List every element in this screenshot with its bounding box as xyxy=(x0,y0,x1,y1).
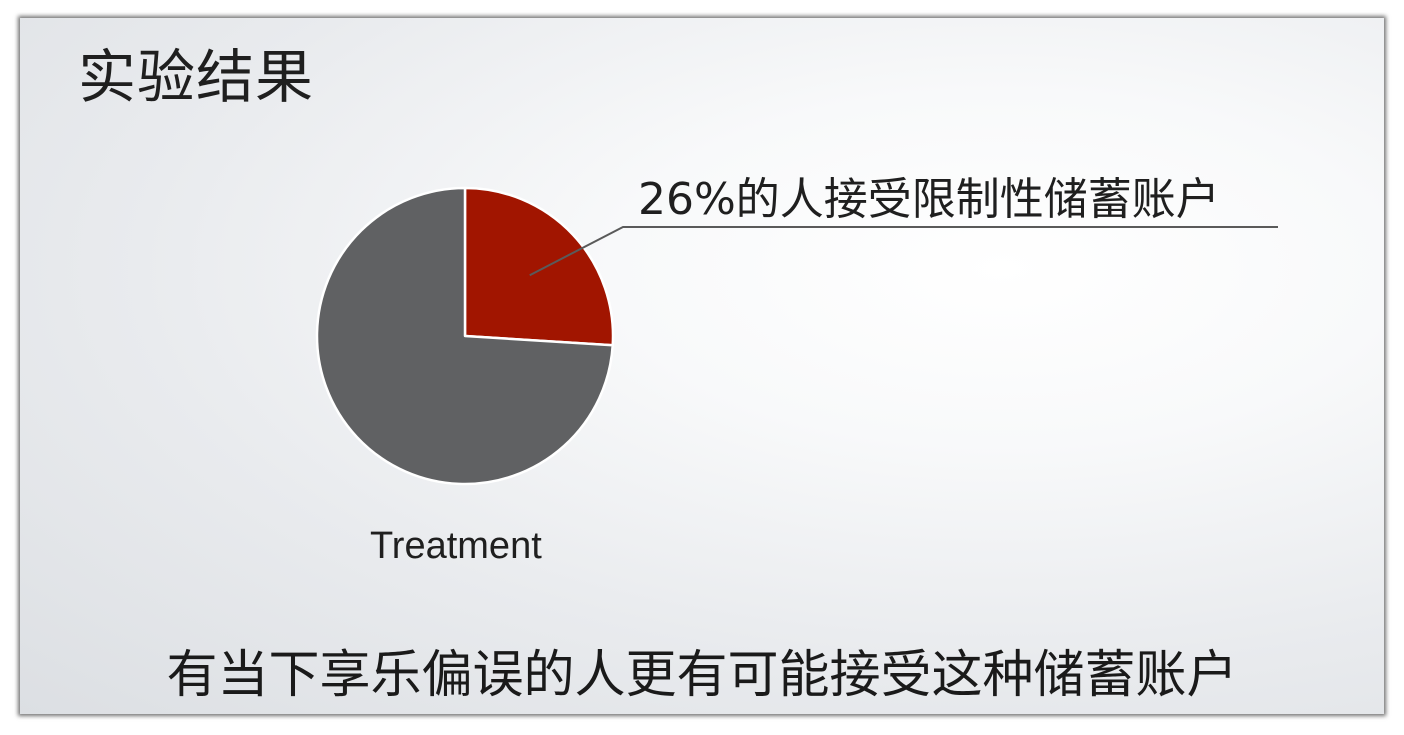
callout-leader-line xyxy=(529,226,1278,277)
pie-chart xyxy=(315,186,1278,486)
pie-slices xyxy=(315,186,615,486)
pie-category-label: Treatment xyxy=(370,525,542,567)
slide: 实验结果 Treatment 26%的人接受限制性储蓄账户 有当下享乐偏误的人更… xyxy=(20,18,1384,714)
slide-caption: 有当下享乐偏误的人更有可能接受这种储蓄账户 xyxy=(166,646,1238,705)
pie-slice-1 xyxy=(315,186,614,486)
slide-title: 实验结果 xyxy=(78,43,315,111)
pie-slice-0 xyxy=(463,186,615,347)
callout-annotation: 26%的人接受限制性储蓄账户 xyxy=(638,174,1220,225)
